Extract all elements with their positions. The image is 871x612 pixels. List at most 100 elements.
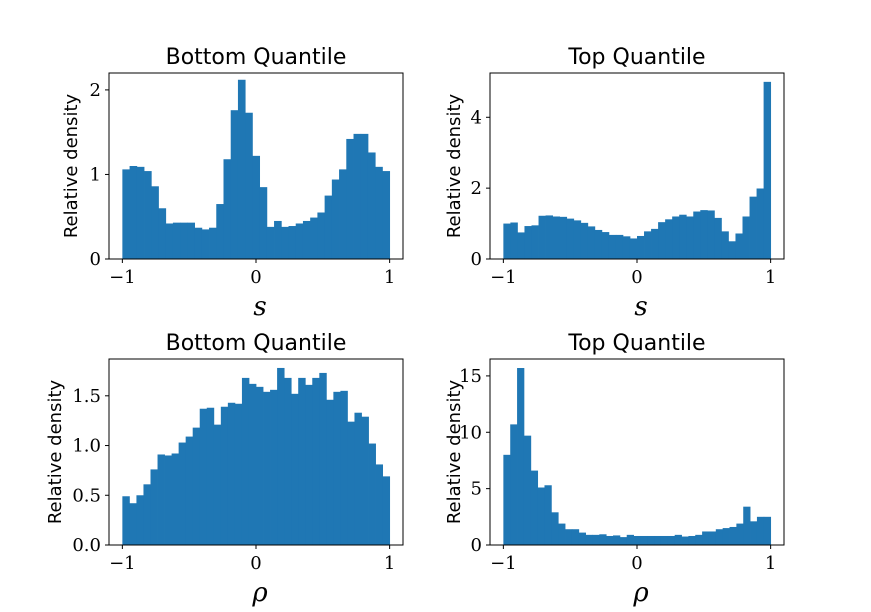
histogram-bar (157, 454, 165, 545)
histogram-bar (252, 155, 261, 259)
histogram-bar (302, 220, 311, 259)
histogram-bar (749, 196, 757, 259)
histogram-bar (143, 484, 151, 545)
histogram-bar (266, 226, 275, 259)
histogram-bar (277, 367, 285, 545)
histogram-bar (263, 391, 271, 545)
histogram-bar (742, 216, 750, 259)
histogram-bar (763, 516, 772, 545)
y-tick-label: 2 (90, 80, 101, 101)
histogram-bar (248, 383, 257, 545)
histogram-bar (674, 534, 682, 545)
histogram-bar (129, 503, 137, 545)
x-tick-label: −1 (490, 553, 517, 574)
histogram-bar (201, 229, 210, 259)
histogram-bar (637, 235, 645, 259)
histogram-bar (129, 166, 138, 259)
histogram-bar (714, 217, 722, 259)
histogram-bar (681, 536, 689, 545)
histogram-bar (601, 232, 610, 259)
histogram-bar (136, 495, 144, 545)
histogram-bar (172, 222, 181, 259)
y-tick-label: 1 (90, 164, 101, 185)
x-tick-label: −1 (109, 553, 136, 574)
histogram-bar (644, 231, 652, 259)
y-axis-label: Relative density (444, 380, 465, 525)
histogram-bar (360, 133, 369, 259)
subplot-rho-top-quantile: Top Quantile Relative density ρ −1 0 10510… (444, 331, 785, 608)
histogram-bar (599, 534, 607, 545)
histogram-bar (382, 171, 391, 259)
histogram-bar (722, 528, 730, 545)
histogram-bar (756, 188, 765, 259)
histogram-bar (194, 227, 203, 259)
subplot-s-top-quantile: Top Quantile Relative density s −1 0 1 0 2 4 (444, 45, 785, 322)
histogram-bar (510, 222, 518, 259)
subplot-s-bottom-quantile: Bottom Quantile Relative density s −1 0 1 0… (61, 45, 404, 322)
histogram-bar (503, 223, 511, 259)
histogram-bar (559, 216, 568, 259)
subplot-title: Top Quantile (567, 331, 705, 356)
histogram-bar (743, 506, 751, 545)
histogram-bar (654, 535, 662, 545)
histogram-bar (608, 234, 617, 259)
histogram-bar (144, 171, 152, 259)
histogram-bar (622, 236, 631, 259)
histogram-bar (171, 453, 180, 545)
y-tick-label: 2 (471, 178, 482, 199)
y-tick-label: 0 (90, 249, 101, 270)
histogram-bar (524, 226, 532, 259)
histogram-bar (571, 529, 580, 545)
histogram-bar (209, 227, 217, 259)
histogram-bar (291, 393, 299, 545)
y-tick-label: 0 (471, 535, 482, 556)
histogram-bar (735, 233, 743, 259)
subplot-title: Top Quantile (567, 45, 705, 70)
histogram-bar (503, 454, 511, 545)
histogram-bar (368, 443, 376, 545)
histogram-bar (660, 535, 669, 545)
histogram-bar (324, 195, 333, 259)
subplot-title: Bottom Quantile (166, 331, 347, 356)
histogram-bar (544, 485, 552, 545)
histogram-bar (150, 469, 158, 545)
x-tick-label: 1 (384, 553, 395, 574)
histogram-bar (592, 534, 600, 545)
histogram-bar (626, 534, 634, 545)
y-tick-label: 15 (459, 366, 482, 387)
histogram-bar (284, 377, 292, 545)
histogram-bar (339, 169, 347, 259)
histogram-bar (552, 216, 561, 259)
histogram-bar (164, 455, 172, 545)
histogram-bar (317, 212, 326, 259)
x-axis-label: s (253, 292, 266, 322)
histogram-bar (688, 535, 696, 545)
histogram-bar (517, 232, 525, 259)
histogram-bar (122, 496, 130, 545)
histogram-bar (615, 234, 624, 259)
histogram-bar (178, 442, 187, 545)
histogram-bar (382, 476, 391, 545)
histogram-bar (587, 226, 596, 259)
x-tick-label: −1 (109, 267, 136, 288)
histogram-bar (606, 535, 614, 545)
histogram-bar (122, 169, 130, 259)
y-tick-label: 1.5 (72, 386, 101, 407)
histogram-bar (523, 435, 532, 545)
x-axis-label: ρ (632, 578, 649, 608)
histogram-bar (227, 402, 236, 545)
x-tick-label: 1 (765, 553, 776, 574)
histogram-bar (158, 208, 167, 259)
histogram-bar (613, 535, 621, 545)
x-tick-label: 1 (765, 267, 776, 288)
histogram-bar (213, 424, 222, 545)
histogram-bar (295, 223, 304, 259)
histogram-bar (672, 216, 680, 259)
histogram-bar (702, 531, 710, 545)
histogram-bar (192, 427, 201, 545)
histogram-bar (629, 238, 638, 259)
histogram-bar (763, 81, 772, 259)
y-tick-label: 0.5 (72, 485, 101, 506)
histogram-bar (721, 231, 729, 259)
